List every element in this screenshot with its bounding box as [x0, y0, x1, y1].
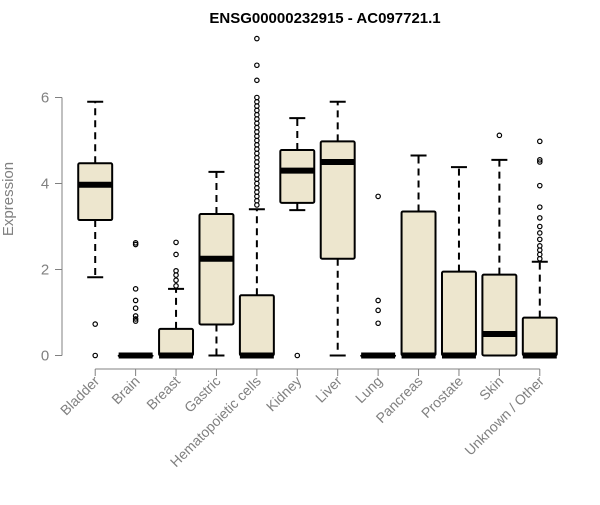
box-3 — [198, 170, 235, 357]
iqr-box-10 — [481, 273, 518, 357]
outlier-point-2-1 — [173, 277, 179, 284]
outlier-point-11-10 — [536, 159, 543, 165]
outlier-point-4-25 — [254, 94, 260, 101]
outlier-point-0-0 — [92, 352, 99, 359]
x-tick-label-7: Lung — [352, 373, 385, 406]
iqr-box-6 — [319, 140, 356, 260]
x-tick-label-10: Skin — [476, 373, 507, 404]
outlier-point-2-3 — [173, 267, 179, 274]
outlier-point-2-4 — [173, 251, 179, 258]
x-tick-label-0: Bladder — [57, 373, 103, 419]
y-tick-label-3: 6 — [41, 90, 49, 107]
box-10 — [481, 132, 518, 357]
boxes-layer — [77, 35, 558, 359]
outlier-point-7-1 — [375, 307, 381, 314]
outlier-point-4-26 — [254, 77, 260, 84]
outlier-point-1-3 — [132, 305, 139, 312]
outlier-point-1-5 — [132, 286, 139, 292]
y-axis-label: Expression — [0, 162, 17, 236]
outlier-point-1-4 — [132, 297, 139, 304]
box-1 — [117, 240, 154, 359]
outlier-point-7-2 — [375, 297, 381, 304]
outlier-point-1-0 — [132, 318, 139, 324]
y-axis: 0 2 4 6 — [41, 90, 63, 365]
y-tick-label-0: 0 — [41, 348, 49, 365]
outlier-point-5-0 — [294, 352, 301, 359]
outlier-point-4-28 — [254, 35, 260, 42]
iqr-box-2 — [158, 327, 195, 357]
outlier-point-11-7 — [536, 215, 543, 221]
box-5 — [279, 117, 316, 359]
x-tick-label-5: Kidney — [263, 373, 305, 415]
box-9 — [440, 166, 477, 359]
iqr-box-3 — [198, 213, 235, 326]
outlier-point-1-2 — [132, 313, 139, 319]
x-tick-label-2: Breast — [143, 373, 183, 413]
iqr-box-11 — [521, 316, 558, 357]
x-tick-label-9: Prostate — [418, 373, 466, 421]
outlier-point-11-11 — [536, 157, 543, 163]
outlier-point-7-3 — [375, 193, 381, 200]
box-4 — [238, 35, 275, 359]
box-6 — [319, 100, 356, 357]
iqr-box-5 — [279, 148, 316, 204]
outlier-point-0-1 — [92, 321, 99, 327]
outlier-point-11-5 — [536, 230, 543, 236]
outlier-point-2-0 — [173, 283, 179, 289]
chart-title: ENSG00000232915 - AC097721.1 — [209, 10, 440, 27]
outlier-point-11-4 — [536, 236, 543, 243]
box-7 — [360, 193, 397, 359]
x-tick-label-6: Liver — [312, 373, 345, 406]
iqr-box-0 — [77, 162, 114, 222]
iqr-box-4 — [238, 294, 275, 357]
outlier-point-1-7 — [132, 240, 139, 246]
box-2 — [158, 239, 195, 359]
box-8 — [400, 154, 437, 359]
outlier-point-11-8 — [536, 204, 543, 210]
outlier-point-10-0 — [496, 132, 503, 139]
outlier-point-11-12 — [536, 138, 543, 145]
outlier-point-4-27 — [254, 62, 260, 69]
y-tick-label-1: 2 — [41, 262, 49, 279]
box-11 — [521, 138, 558, 359]
outlier-point-2-5 — [173, 239, 179, 246]
iqr-box-8 — [400, 210, 437, 357]
outlier-point-7-0 — [375, 320, 381, 327]
outlier-point-11-6 — [536, 223, 543, 230]
y-tick-label-2: 4 — [41, 176, 49, 193]
iqr-box-9 — [440, 270, 477, 357]
box-0 — [77, 100, 114, 359]
outlier-point-11-9 — [536, 182, 543, 189]
outlier-point-1-1 — [132, 316, 139, 322]
x-tick-label-1: Brain — [108, 373, 142, 407]
outlier-point-11-3 — [536, 243, 543, 249]
